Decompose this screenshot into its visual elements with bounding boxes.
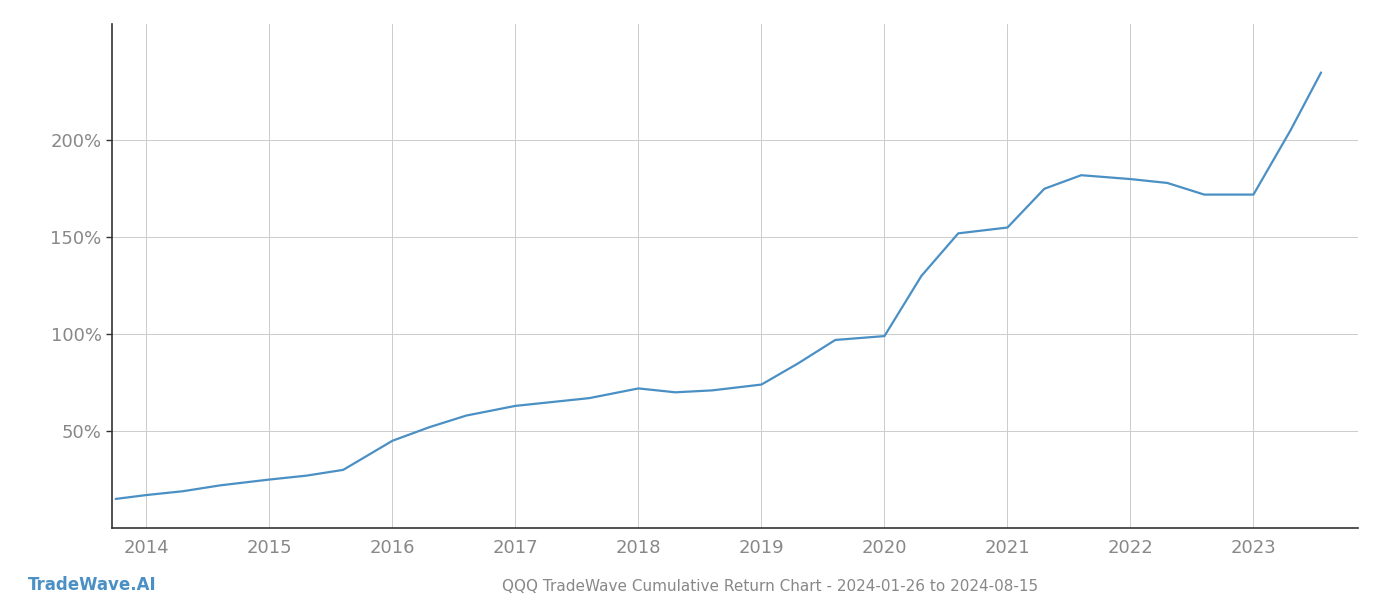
Text: TradeWave.AI: TradeWave.AI [28,576,157,594]
Text: QQQ TradeWave Cumulative Return Chart - 2024-01-26 to 2024-08-15: QQQ TradeWave Cumulative Return Chart - … [503,579,1037,594]
